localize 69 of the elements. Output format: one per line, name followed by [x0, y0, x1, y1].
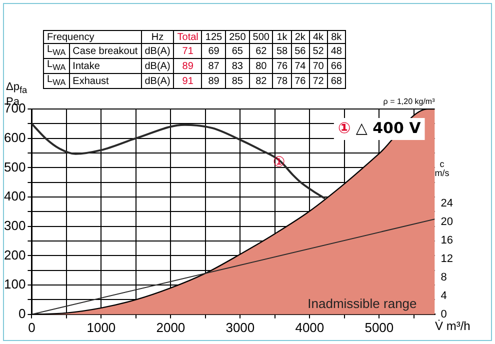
- text: 125: [202, 30, 226, 44]
- y2-tick-label: 8: [440, 271, 447, 284]
- text: 78: [272, 74, 292, 88]
- text: Exhaust: [69, 74, 142, 88]
- text: Total: [174, 30, 202, 44]
- text: 250: [226, 30, 250, 44]
- text: L$_{WA}$: [44, 74, 70, 88]
- text: 70: [309, 58, 328, 74]
- y2-tick-label: 20: [440, 216, 454, 228]
- text: 71: [174, 44, 202, 58]
- text: Frequency: [44, 30, 142, 44]
- y2-tick-label: 16: [440, 234, 454, 246]
- x-tick-label: 3000: [226, 320, 255, 335]
- text: 500: [249, 30, 273, 44]
- text: 82: [249, 74, 273, 88]
- y-tick-label: 500: [4, 159, 26, 174]
- text: 83: [226, 58, 250, 74]
- text: 48: [327, 44, 346, 58]
- text: 76: [272, 58, 292, 74]
- text: 72: [309, 74, 328, 88]
- text: dB(A): [141, 58, 174, 74]
- text: 80: [249, 58, 273, 74]
- x-tick-label: 1000: [86, 320, 116, 335]
- text: 8k: [327, 30, 346, 44]
- annotation: Inadmissible range: [308, 296, 417, 311]
- y2-axis-title: c m/s: [434, 159, 450, 178]
- y-tick-label: 600: [4, 130, 26, 145]
- text: 65: [226, 44, 250, 58]
- text: 62: [249, 44, 273, 58]
- text: 89: [202, 74, 226, 88]
- x-tick-label: 4000: [295, 320, 324, 335]
- text: 89: [174, 58, 202, 74]
- y2-tick-label: 12: [440, 252, 454, 265]
- text: dB(A): [141, 44, 174, 58]
- text: Case breakout: [69, 44, 142, 58]
- text: 4k: [309, 30, 328, 44]
- y-tick-label: 300: [4, 218, 26, 233]
- y-tick-label: 0: [18, 306, 26, 321]
- line-series: [32, 122, 326, 200]
- y-tick-label: 200: [4, 247, 26, 262]
- annotation: ① △ 400 V: [338, 118, 422, 137]
- y-tick-label: 400: [4, 188, 26, 204]
- text: 87: [202, 58, 226, 74]
- text: L$_{WA}$: [44, 58, 70, 74]
- x-tick-label: 0: [28, 320, 36, 335]
- text: Hz: [141, 30, 174, 44]
- y2-tick-label: 4: [440, 290, 447, 302]
- y2-tick-label: 24: [440, 197, 454, 210]
- text: Intake: [69, 58, 142, 74]
- text: 76: [291, 74, 310, 88]
- text: 1k: [272, 30, 292, 44]
- text: 91: [174, 74, 202, 88]
- text: dB(A): [141, 74, 174, 88]
- text: L$_{WA}$: [44, 44, 70, 58]
- x-tick-label: 2000: [156, 320, 186, 335]
- text: ρ = 1,20 kg/m³: [383, 97, 436, 106]
- text: 74: [291, 58, 310, 74]
- text: 66: [327, 58, 346, 74]
- text: 69: [202, 44, 226, 58]
- y-tick-label: 100: [4, 276, 26, 292]
- x-tick-label: 5000: [364, 320, 394, 335]
- text: 2k: [291, 30, 310, 44]
- y2-tick-label: 0: [440, 308, 447, 320]
- text: 68: [327, 74, 346, 88]
- text: 58: [272, 44, 292, 58]
- text: 52: [309, 44, 328, 58]
- text: 85: [226, 74, 250, 88]
- text: 56: [291, 44, 310, 58]
- x-axis-title: V̇ m³/h: [435, 319, 470, 333]
